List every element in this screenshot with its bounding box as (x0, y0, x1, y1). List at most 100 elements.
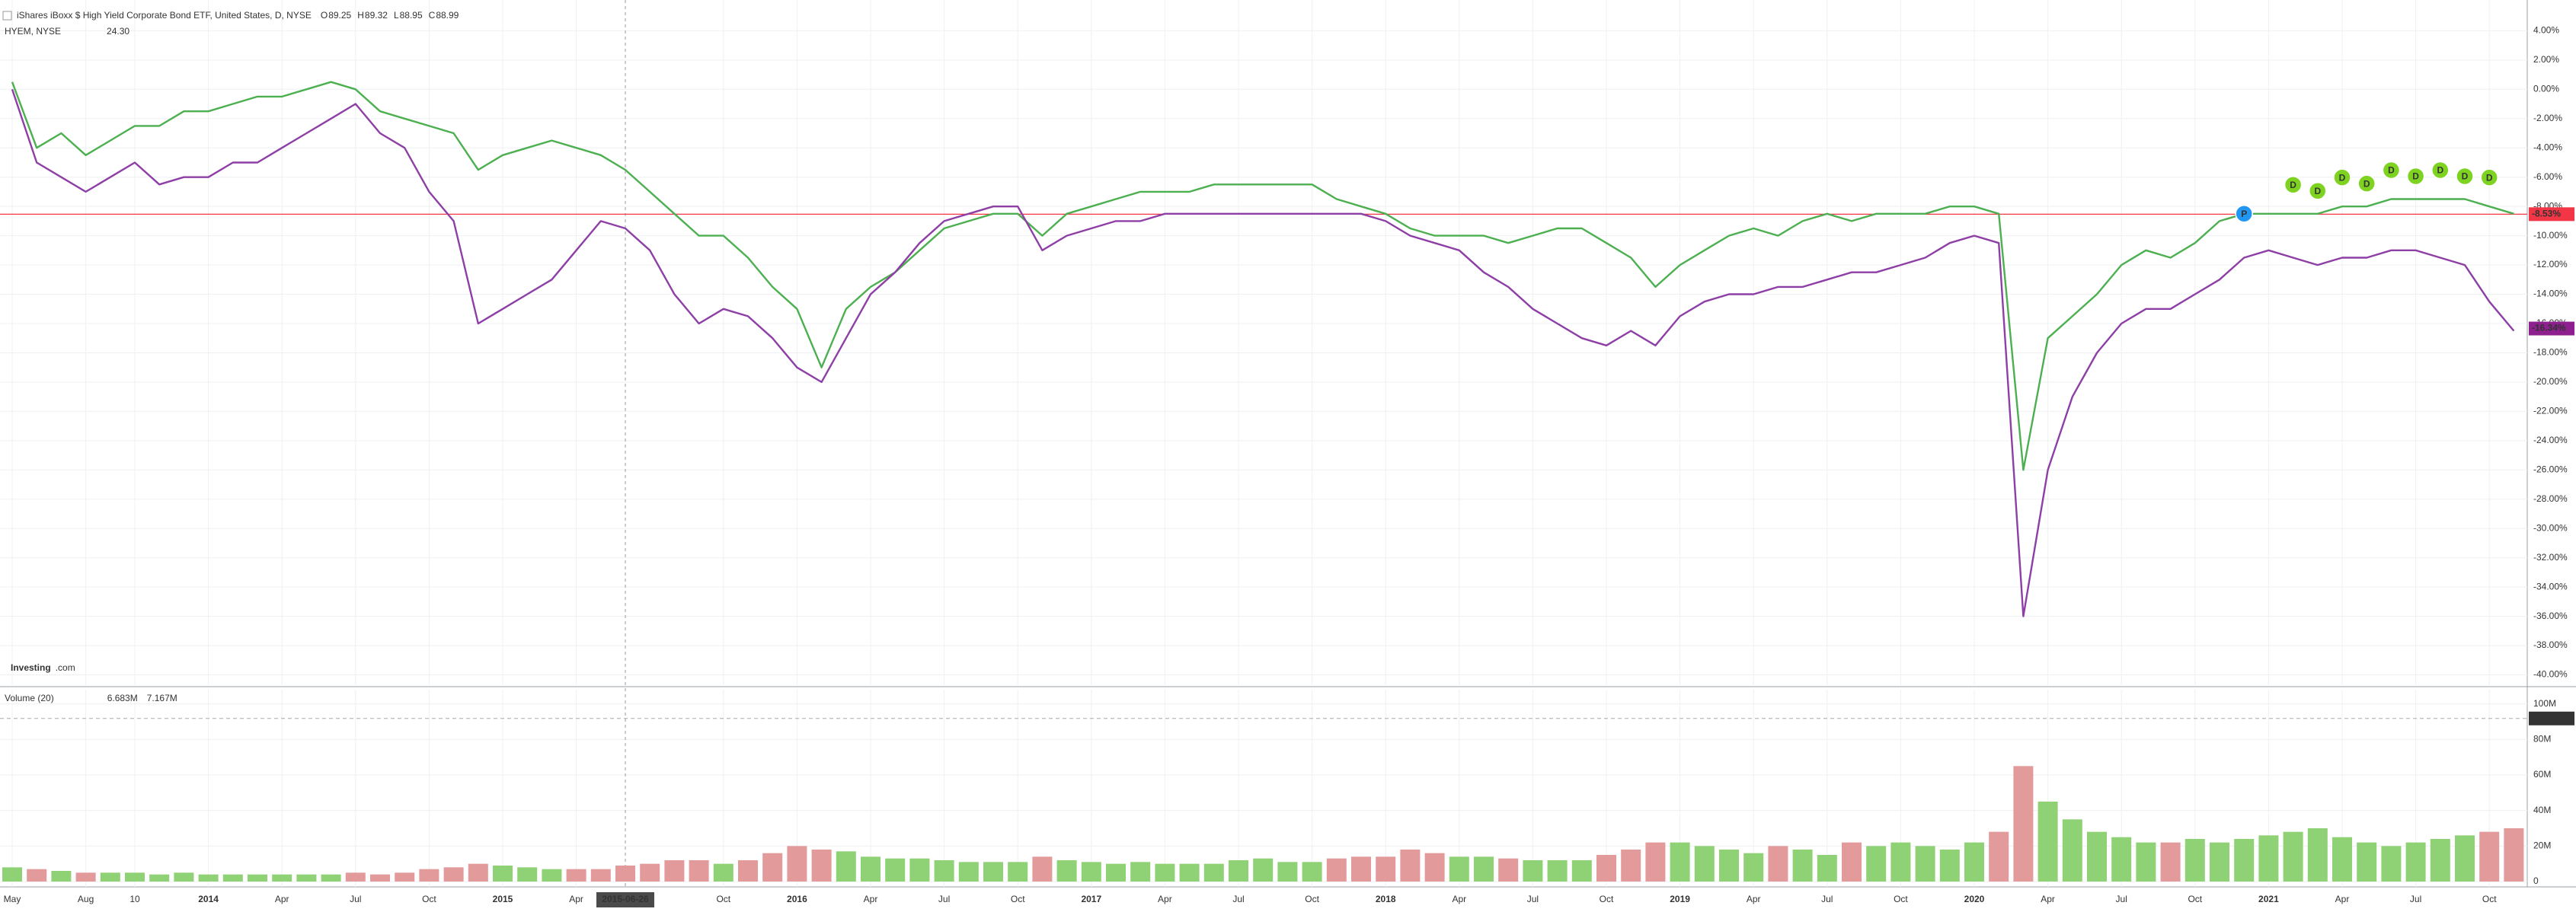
ohlc-value: 89.32 (365, 10, 388, 21)
x-tick-label: Oct (1011, 894, 1025, 904)
volume-bar (1743, 853, 1764, 882)
last-value-box (2529, 321, 2574, 336)
event-label: P (2241, 209, 2247, 219)
event-label: D (2363, 178, 2370, 189)
volume-bar (2210, 842, 2229, 882)
volume-bar (1596, 855, 1616, 882)
series-line (11, 81, 2514, 471)
last-value-box (2529, 207, 2574, 222)
volume-bar (443, 867, 464, 882)
y-tick-label: -26.00% (2533, 464, 2568, 474)
y-tick-label: -12.00% (2533, 259, 2568, 269)
volume-bar (100, 872, 120, 882)
volume-bar (248, 874, 267, 882)
volume-bar (2258, 835, 2279, 882)
volume-bar (958, 862, 979, 882)
volume-bar (1056, 860, 1077, 882)
volume-bar (296, 874, 317, 882)
volume-bar (542, 869, 562, 882)
event-label: D (2314, 186, 2321, 196)
volume-bar (2357, 842, 2377, 882)
volume-bar (27, 869, 47, 882)
volume-bar (1277, 862, 1298, 882)
x-tick-label: 2016 (787, 894, 807, 904)
event-label: D (2388, 165, 2395, 176)
x-tick-label: 10 (129, 894, 140, 904)
volume-bar (517, 867, 538, 882)
volume-bar (222, 874, 243, 882)
volume-bar (1915, 846, 1935, 882)
x-tick-label: Oct (1600, 894, 1614, 904)
volume-bar (468, 863, 488, 882)
x-tick-label: Apr (2041, 894, 2055, 904)
y-tick-label: -28.00% (2533, 493, 2568, 504)
x-tick-label: Oct (716, 894, 730, 904)
volume-readout: 7.167M (147, 693, 177, 703)
volume-highlight-label: 91.813M (2532, 713, 2568, 723)
x-tick-label: 2015 (493, 894, 513, 904)
collapse-icon[interactable] (2, 11, 12, 21)
volume-bar (1645, 842, 1666, 882)
volume-bar (1424, 853, 1445, 882)
event-label: D (2412, 171, 2419, 182)
volume-bar (2479, 831, 2500, 882)
ohlc-letter: H (357, 10, 364, 21)
volume-bar (1939, 850, 1960, 882)
event-marker (2333, 168, 2351, 187)
volume-bar (861, 856, 881, 882)
x-tick-label: Apr (569, 894, 583, 904)
volume-bar (272, 874, 292, 882)
volume-bar (1253, 858, 1274, 882)
x-tick-label: Apr (1158, 894, 1172, 904)
x-tick-label: Apr (1452, 894, 1466, 904)
x-tick-label: Aug (78, 894, 94, 904)
y-tick-label: -36.00% (2533, 611, 2568, 621)
volume-bar (1719, 850, 1739, 882)
volume-bar (1376, 856, 1396, 882)
volume-bar (2332, 837, 2352, 882)
volume-bar (2307, 828, 2328, 882)
volume-bar (566, 869, 586, 882)
volume-bar (590, 869, 611, 882)
y-tick-label: -20.00% (2533, 376, 2568, 387)
volume-tick-label: 100M (2533, 698, 2556, 709)
compare-quote: 24.30 (107, 26, 129, 37)
volume-bar (909, 858, 930, 882)
series-line (11, 88, 2515, 617)
y-tick-label: 0.00% (2533, 83, 2559, 94)
ohlc-value: 89.25 (328, 10, 351, 21)
event-marker (2456, 167, 2474, 186)
volume-bar (2062, 819, 2082, 882)
y-tick-label: -6.00% (2533, 171, 2562, 182)
volume-bar (125, 872, 145, 882)
volume-bar (2455, 835, 2475, 882)
volume-bar (1842, 842, 1862, 882)
y-tick-label: -10.00% (2533, 230, 2568, 241)
last-value-label: -8.53% (2532, 209, 2561, 219)
y-tick-label: -14.00% (2533, 289, 2568, 299)
volume-bar (1964, 842, 1984, 882)
y-tick-label: -2.00% (2533, 113, 2562, 123)
volume-bar (811, 850, 832, 882)
volume-bar (395, 872, 415, 882)
volume-bar (2160, 842, 2181, 882)
volume-bar (1179, 863, 1200, 882)
volume-bar (640, 863, 660, 882)
event-marker (2357, 174, 2376, 193)
event-label: D (2290, 180, 2296, 190)
volume-bar (345, 872, 366, 882)
volume-bar (419, 869, 439, 882)
y-tick-label: -34.00% (2533, 581, 2568, 592)
volume-bar (198, 874, 219, 882)
x-tick-label: 2021 (2258, 894, 2279, 904)
event-marker (2309, 182, 2327, 200)
volume-bar (664, 860, 685, 882)
x-tick-label: Oct (1305, 894, 1319, 904)
x-tick-label: Oct (1894, 894, 1908, 904)
volume-bar (713, 863, 733, 882)
chart-title: iShares iBoxx $ High Yield Corporate Bon… (17, 10, 312, 21)
x-tick-label: Apr (275, 894, 289, 904)
x-tick-label: Jul (2410, 894, 2421, 904)
volume-bar (1866, 846, 1887, 882)
